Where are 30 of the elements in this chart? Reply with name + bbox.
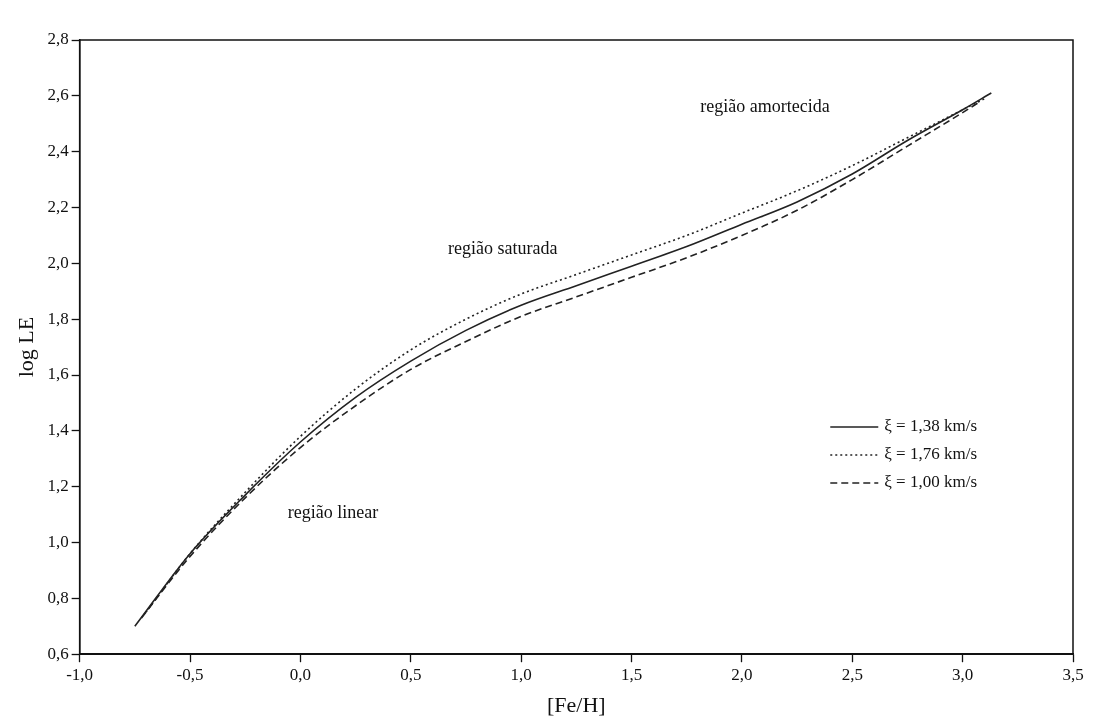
x-tick-label: 0,0: [289, 664, 312, 684]
y-tick-label: 2,0: [47, 252, 69, 272]
x-tick-label: 1,0: [510, 664, 532, 684]
y-tick-label: 1,8: [47, 308, 69, 328]
y-tick-label: 2,2: [47, 196, 69, 216]
x-tick-label: 1,5: [620, 664, 643, 684]
x-tick-label: 3,5: [1062, 664, 1084, 684]
y-tick-label: 2,4: [47, 141, 70, 161]
x-tick-label: -1,0: [66, 664, 94, 684]
y-tick-label: 0,8: [47, 587, 69, 607]
y-tick-label: 2,6: [47, 85, 69, 105]
x-tick-label: 3,0: [952, 664, 974, 684]
y-tick-label: 1,2: [47, 476, 69, 496]
annotation: região linear: [287, 501, 379, 522]
legend-label: ξ = 1,38 km/s: [884, 416, 978, 436]
y-tick-label: 1,6: [47, 364, 69, 384]
legend-label: ξ = 1,76 km/s: [884, 444, 978, 464]
x-axis-title: [Fe/H]: [547, 691, 606, 717]
annotation: região saturada: [448, 237, 558, 258]
y-tick-label: 2,8: [47, 29, 69, 49]
x-tick-label: -0,5: [176, 664, 204, 684]
annotation: região amortecida: [700, 96, 830, 117]
y-axis-title: log LE: [12, 316, 38, 378]
x-tick-label: 2,5: [841, 664, 863, 684]
x-tick-label: 2,0: [731, 664, 753, 684]
x-tick-label: 0,5: [400, 664, 422, 684]
y-tick-label: 1,0: [47, 532, 69, 551]
y-tick-label: 0,6: [47, 643, 69, 663]
y-tick-label: 1,4: [47, 420, 70, 440]
legend-label: ξ = 1,00 km/s: [884, 472, 978, 492]
